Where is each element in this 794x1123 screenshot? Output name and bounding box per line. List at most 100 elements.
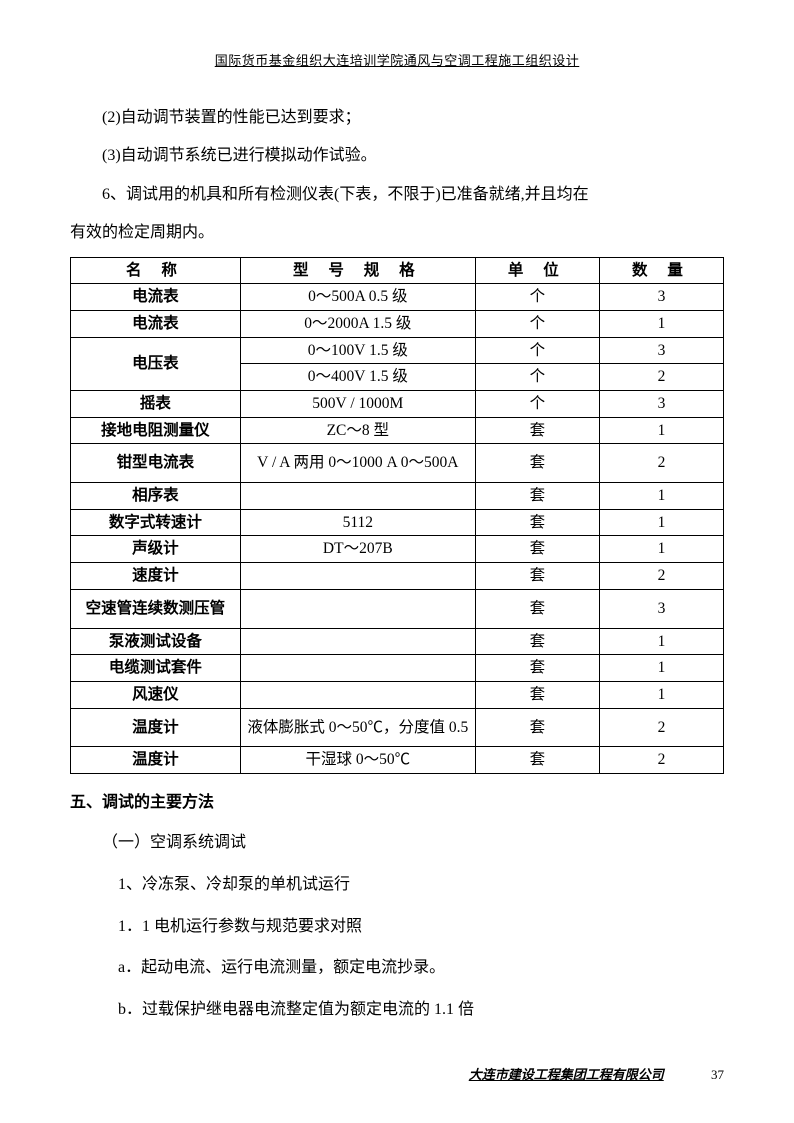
table-row: 泵液测试设备 套 1 <box>71 628 724 655</box>
table-row: 接地电阻测量仪 ZC～8 型 套 1 <box>71 417 724 444</box>
cell-name: 钳型电流表 <box>71 444 241 483</box>
paragraph-3: (3)自动调节系统已进行模拟动作试验。 <box>70 137 724 175</box>
cell-unit: 套 <box>475 747 599 774</box>
paragraph-2: (2)自动调节装置的性能已达到要求； <box>70 99 724 137</box>
cell-unit: 套 <box>475 708 599 747</box>
th-qty: 数 量 <box>599 257 723 284</box>
cell-unit: 套 <box>475 589 599 628</box>
cell-spec: 0～100V 1.5 级 <box>240 337 475 364</box>
cell-spec <box>240 589 475 628</box>
table-row: 数字式转速计 5112 套 1 <box>71 509 724 536</box>
cell-unit: 个 <box>475 284 599 311</box>
table-row: 温度计 干湿球 0～50℃ 套 2 <box>71 747 724 774</box>
cell-spec: ZC～8 型 <box>240 417 475 444</box>
cell-name: 接地电阻测量仪 <box>71 417 241 444</box>
cell-unit: 个 <box>475 391 599 418</box>
cell-name: 泵液测试设备 <box>71 628 241 655</box>
cell-spec <box>240 681 475 708</box>
page-number: 37 <box>711 1067 724 1082</box>
cell-qty: 3 <box>599 589 723 628</box>
cell-qty: 1 <box>599 536 723 563</box>
cell-name: 电流表 <box>71 310 241 337</box>
cell-unit: 套 <box>475 536 599 563</box>
cell-unit: 个 <box>475 364 599 391</box>
cell-name: 电缆测试套件 <box>71 655 241 682</box>
paragraph-6b: 有效的检定周期内。 <box>70 214 724 252</box>
table-row: 空速管连续数测压管 套 3 <box>71 589 724 628</box>
cell-qty: 2 <box>599 708 723 747</box>
th-unit: 单 位 <box>475 257 599 284</box>
table-row: 声级计 DT～207B 套 1 <box>71 536 724 563</box>
cell-name: 数字式转速计 <box>71 509 241 536</box>
cell-unit: 套 <box>475 563 599 590</box>
cell-unit: 套 <box>475 417 599 444</box>
footer-company: 大连市建设工程集团工程有限公司 <box>469 1067 664 1082</box>
cell-unit: 个 <box>475 310 599 337</box>
cell-spec: 5112 <box>240 509 475 536</box>
th-name: 名 称 <box>71 257 241 284</box>
cell-qty: 1 <box>599 310 723 337</box>
cell-name: 温度计 <box>71 708 241 747</box>
section-5-item-5: b．过载保护继电器电流整定值为额定电流的 1.1 倍 <box>118 989 724 1031</box>
cell-name: 声级计 <box>71 536 241 563</box>
th-spec: 型 号 规 格 <box>240 257 475 284</box>
cell-qty: 3 <box>599 337 723 364</box>
table-row: 速度计 套 2 <box>71 563 724 590</box>
page-footer: 大连市建设工程集团工程有限公司 37 <box>469 1064 724 1083</box>
cell-spec <box>240 483 475 510</box>
cell-spec: V / A 两用 0～1000 A 0～500A <box>240 444 475 483</box>
cell-spec: 500V / 1000M <box>240 391 475 418</box>
cell-spec: 干湿球 0～50℃ <box>240 747 475 774</box>
cell-unit: 套 <box>475 628 599 655</box>
cell-qty: 1 <box>599 509 723 536</box>
section-5-heading: 五、调试的主要方法 <box>70 784 724 822</box>
table-row: 电压表 0～100V 1.5 级 个 3 <box>71 337 724 364</box>
cell-unit: 个 <box>475 337 599 364</box>
cell-name: 摇表 <box>71 391 241 418</box>
table-row: 相序表 套 1 <box>71 483 724 510</box>
page-header-title: 国际货币基金组织大连培训学院通风与空调工程施工组织设计 <box>70 50 724 69</box>
cell-qty: 1 <box>599 417 723 444</box>
cell-spec: 0～500A 0.5 级 <box>240 284 475 311</box>
cell-spec: 0～400V 1.5 级 <box>240 364 475 391</box>
cell-name: 风速仪 <box>71 681 241 708</box>
table-header-row: 名 称 型 号 规 格 单 位 数 量 <box>71 257 724 284</box>
table-row: 电流表 0～2000A 1.5 级 个 1 <box>71 310 724 337</box>
cell-name: 速度计 <box>71 563 241 590</box>
cell-qty: 1 <box>599 681 723 708</box>
cell-spec <box>240 628 475 655</box>
section-5-item-2: 1、冷冻泵、冷却泵的单机试运行 <box>118 864 724 906</box>
cell-name: 电压表 <box>71 337 241 390</box>
cell-name: 温度计 <box>71 747 241 774</box>
table-row: 风速仪 套 1 <box>71 681 724 708</box>
cell-qty: 1 <box>599 655 723 682</box>
cell-qty: 1 <box>599 483 723 510</box>
cell-qty: 2 <box>599 444 723 483</box>
cell-name: 空速管连续数测压管 <box>71 589 241 628</box>
equipment-table: 名 称 型 号 规 格 单 位 数 量 电流表 0～500A 0.5 级 个 3… <box>70 257 724 774</box>
section-5-item-1: （一）空调系统调试 <box>102 822 724 864</box>
cell-spec <box>240 655 475 682</box>
cell-qty: 1 <box>599 628 723 655</box>
paragraph-6: 6、调试用的机具和所有检测仪表(下表，不限于)已准备就绪,并且均在 <box>70 176 724 214</box>
cell-unit: 套 <box>475 655 599 682</box>
cell-spec: 0～2000A 1.5 级 <box>240 310 475 337</box>
table-row: 摇表 500V / 1000M 个 3 <box>71 391 724 418</box>
cell-unit: 套 <box>475 483 599 510</box>
table-row: 温度计 液体膨胀式 0～50℃，分度值 0.5 套 2 <box>71 708 724 747</box>
cell-qty: 2 <box>599 747 723 774</box>
cell-qty: 3 <box>599 391 723 418</box>
cell-spec: DT～207B <box>240 536 475 563</box>
table-row: 电流表 0～500A 0.5 级 个 3 <box>71 284 724 311</box>
cell-unit: 套 <box>475 681 599 708</box>
cell-spec: 液体膨胀式 0～50℃，分度值 0.5 <box>240 708 475 747</box>
section-5-item-4: a．起动电流、运行电流测量，额定电流抄录。 <box>118 947 724 989</box>
table-row: 电缆测试套件 套 1 <box>71 655 724 682</box>
cell-qty: 2 <box>599 364 723 391</box>
cell-name: 相序表 <box>71 483 241 510</box>
cell-spec <box>240 563 475 590</box>
cell-qty: 3 <box>599 284 723 311</box>
cell-unit: 套 <box>475 444 599 483</box>
cell-name: 电流表 <box>71 284 241 311</box>
table-row: 钳型电流表 V / A 两用 0～1000 A 0～500A 套 2 <box>71 444 724 483</box>
